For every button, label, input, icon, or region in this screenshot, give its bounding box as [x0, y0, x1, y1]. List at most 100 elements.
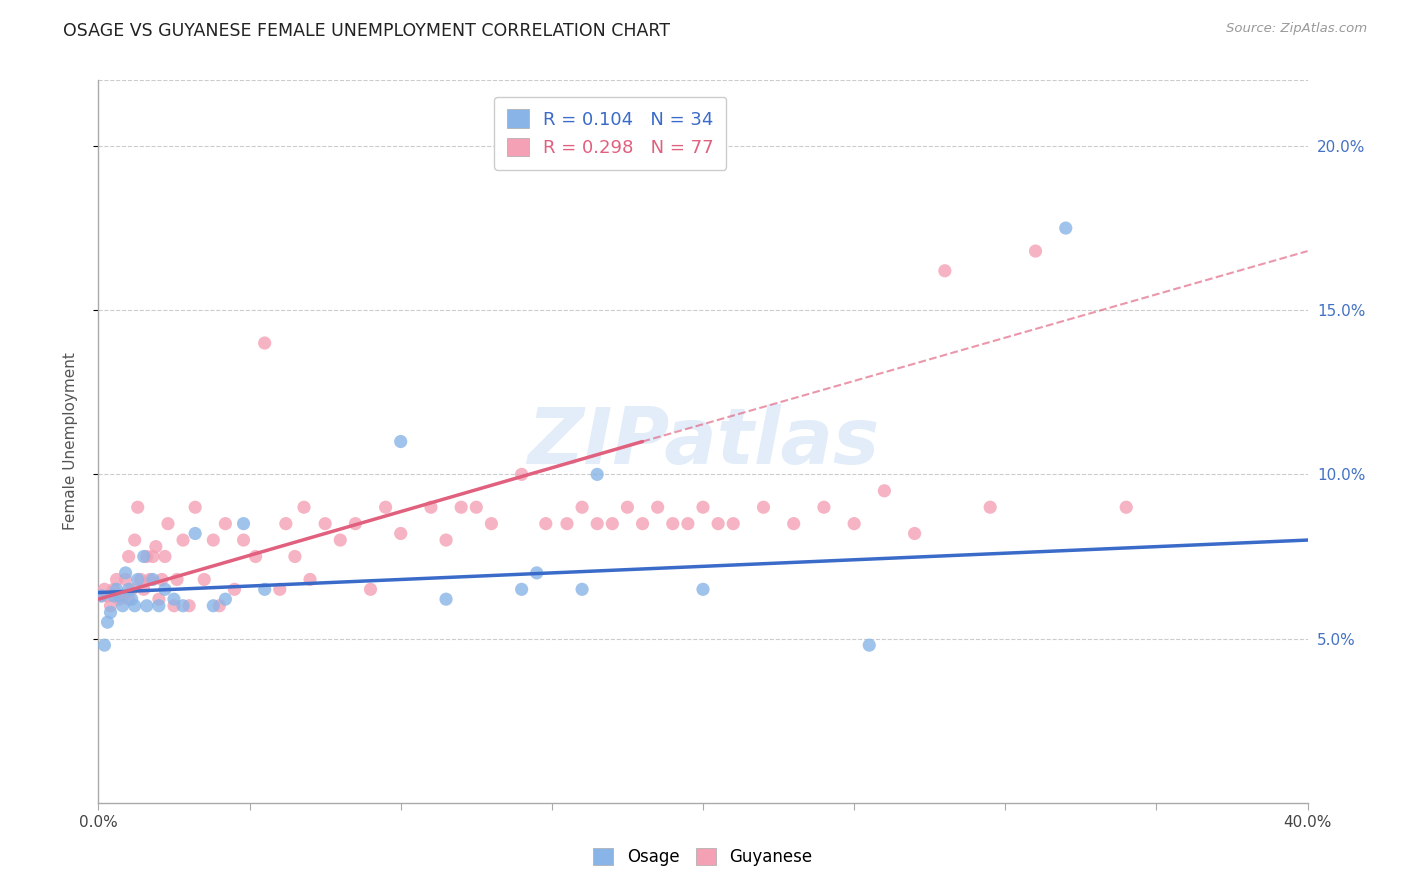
Point — [676, 516, 699, 531]
Point — [329, 533, 352, 547]
Point — [245, 549, 267, 564]
Point — [534, 516, 557, 531]
Point — [193, 573, 215, 587]
Point — [904, 526, 927, 541]
Point — [129, 573, 152, 587]
Point — [100, 605, 122, 619]
Point — [450, 500, 472, 515]
Point — [571, 582, 593, 597]
Point — [118, 582, 141, 597]
Point — [873, 483, 896, 498]
Point — [844, 516, 866, 531]
Point — [389, 434, 412, 449]
Text: OSAGE VS GUYANESE FEMALE UNEMPLOYMENT CORRELATION CHART: OSAGE VS GUYANESE FEMALE UNEMPLOYMENT CO… — [63, 22, 671, 40]
Point — [208, 599, 231, 613]
Point — [105, 573, 128, 587]
Point — [153, 549, 176, 564]
Point — [571, 500, 593, 515]
Point — [661, 516, 683, 531]
Point — [121, 592, 143, 607]
Point — [481, 516, 503, 531]
Point — [813, 500, 835, 515]
Point — [105, 582, 128, 597]
Point — [692, 500, 714, 515]
Point — [172, 533, 194, 547]
Point — [127, 500, 149, 515]
Point — [127, 573, 149, 587]
Point — [526, 566, 548, 580]
Point — [118, 549, 141, 564]
Point — [142, 549, 165, 564]
Point — [118, 592, 141, 607]
Point — [124, 533, 146, 547]
Point — [93, 582, 115, 597]
Point — [631, 516, 654, 531]
Point — [934, 264, 956, 278]
Point — [111, 589, 134, 603]
Point — [202, 533, 225, 547]
Point — [111, 599, 134, 613]
Point — [1054, 221, 1077, 235]
Point — [184, 526, 207, 541]
Point — [166, 573, 188, 587]
Point — [100, 599, 122, 613]
Y-axis label: Female Unemployment: Female Unemployment — [63, 352, 77, 531]
Point — [752, 500, 775, 515]
Point — [93, 638, 115, 652]
Point — [434, 533, 457, 547]
Point — [647, 500, 669, 515]
Text: ZIPatlas: ZIPatlas — [527, 403, 879, 480]
Point — [602, 516, 624, 531]
Point — [224, 582, 246, 597]
Point — [148, 599, 170, 613]
Point — [172, 599, 194, 613]
Point — [90, 589, 112, 603]
Point — [114, 566, 136, 580]
Point — [292, 500, 315, 515]
Legend: R = 0.104   N = 34, R = 0.298   N = 77: R = 0.104 N = 34, R = 0.298 N = 77 — [495, 96, 727, 169]
Point — [148, 592, 170, 607]
Point — [434, 592, 457, 607]
Point — [96, 615, 118, 630]
Point — [135, 599, 157, 613]
Point — [163, 592, 186, 607]
Point — [284, 549, 307, 564]
Point — [96, 589, 118, 603]
Point — [314, 516, 336, 531]
Point — [555, 516, 578, 531]
Point — [510, 582, 533, 597]
Point — [707, 516, 730, 531]
Point — [253, 582, 276, 597]
Point — [135, 549, 157, 564]
Point — [1024, 244, 1046, 258]
Point — [132, 582, 155, 597]
Point — [108, 592, 131, 607]
Point — [108, 589, 131, 603]
Point — [586, 516, 609, 531]
Point — [1115, 500, 1137, 515]
Point — [142, 573, 165, 587]
Point — [783, 516, 806, 531]
Point — [232, 516, 254, 531]
Point — [465, 500, 488, 515]
Point — [979, 500, 1001, 515]
Point — [156, 516, 179, 531]
Point — [179, 599, 201, 613]
Point — [163, 599, 186, 613]
Point — [124, 599, 146, 613]
Point — [132, 549, 155, 564]
Point — [150, 573, 173, 587]
Point — [145, 540, 167, 554]
Point — [114, 573, 136, 587]
Legend: Osage, Guyanese: Osage, Guyanese — [586, 841, 820, 873]
Point — [103, 582, 125, 597]
Point — [153, 582, 176, 597]
Point — [586, 467, 609, 482]
Point — [723, 516, 745, 531]
Point — [510, 467, 533, 482]
Point — [139, 573, 162, 587]
Point — [214, 592, 236, 607]
Point — [616, 500, 638, 515]
Point — [420, 500, 443, 515]
Point — [103, 589, 125, 603]
